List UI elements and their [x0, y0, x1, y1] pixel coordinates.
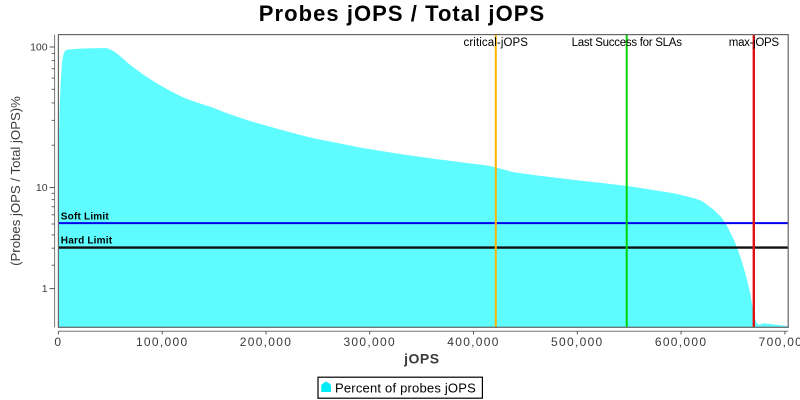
- svg-text:700,000: 700,000: [759, 335, 800, 349]
- svg-text:400,000: 400,000: [447, 335, 499, 349]
- svg-text:300,000: 300,000: [343, 335, 395, 349]
- svg-text:600,000: 600,000: [655, 335, 707, 349]
- svg-text:500,000: 500,000: [551, 335, 603, 349]
- svg-text:100,000: 100,000: [136, 335, 188, 349]
- svg-text:critical-jOPS: critical-jOPS: [464, 37, 529, 49]
- svg-text:(Probes jOPS / Total jOPS)%: (Probes jOPS / Total jOPS)%: [8, 96, 23, 266]
- svg-text:jOPS: jOPS: [403, 351, 439, 367]
- svg-text:10: 10: [36, 182, 48, 194]
- svg-text:Soft Limit: Soft Limit: [61, 211, 110, 222]
- svg-text:Last Success for SLAs: Last Success for SLAs: [572, 37, 683, 49]
- svg-text:0: 0: [54, 335, 62, 349]
- svg-text:100: 100: [30, 42, 48, 54]
- svg-text:Probes jOPS / Total jOPS: Probes jOPS / Total jOPS: [259, 1, 545, 26]
- svg-text:Hard Limit: Hard Limit: [61, 236, 113, 247]
- svg-text:200,000: 200,000: [240, 335, 292, 349]
- svg-text:max-jOPS: max-jOPS: [729, 37, 780, 49]
- svg-text:1: 1: [42, 283, 48, 295]
- svg-text:Percent of probes jOPS: Percent of probes jOPS: [335, 380, 476, 395]
